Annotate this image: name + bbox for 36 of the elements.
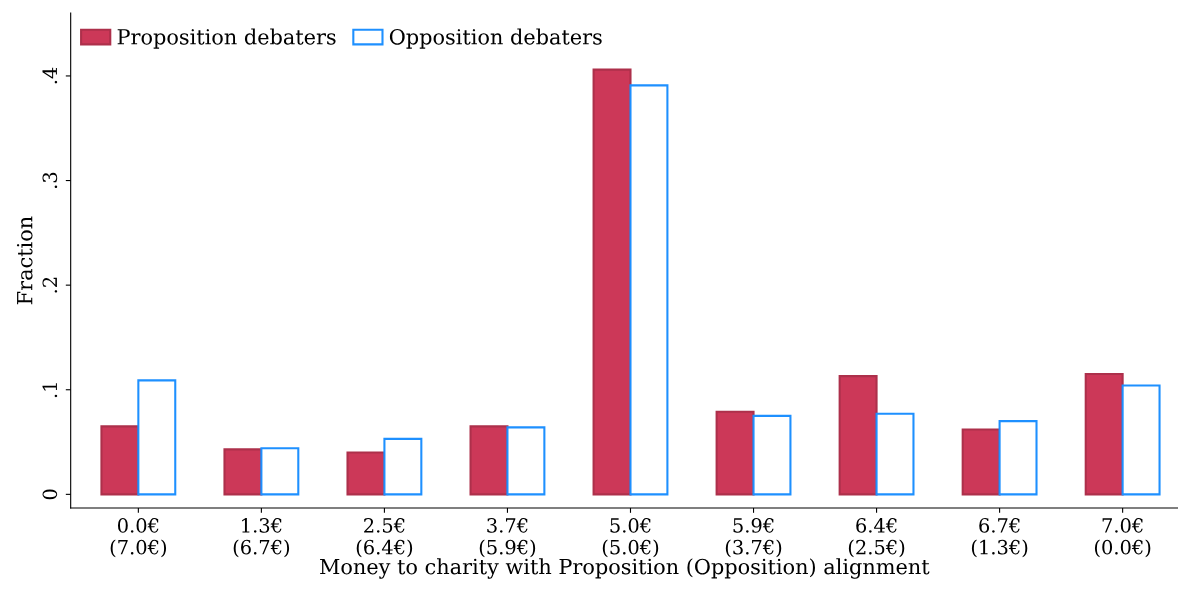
legend-label: Opposition debaters [389,28,602,49]
bar [752,414,792,496]
x-tick-label: 6.7€ (1.3€) [971,518,1028,558]
bar [998,420,1038,496]
bar [137,379,177,496]
bar [838,375,878,496]
bar [469,425,509,496]
bar [223,448,263,496]
x-tick-label: 1.3€ (6.7€) [233,518,290,558]
bar [875,412,915,496]
bar [260,447,300,496]
x-tick-label: 0.0€ (7.0€) [110,518,167,558]
y-tick-label: .4 [42,67,58,84]
bar [961,428,1001,496]
x-tick-label: 5.0€ (5.0€) [602,518,659,558]
y-tick-label: 0 [42,489,58,500]
x-tick-label: 7.0€ (0.0€) [1094,518,1151,558]
y-axis-title: Fraction [16,216,33,305]
x-tick-label: 5.9€ (3.7€) [725,518,782,558]
x-tick-label: 6.4€ (2.5€) [848,518,905,558]
y-tick-label: .2 [42,277,58,293]
bar [383,437,423,496]
x-tick-label: 2.5€ (6.4€) [356,518,413,558]
legend-label: Proposition debaters [117,28,336,49]
x-axis-title: Money to charity with Proposition (Opposition) alignment [320,558,930,579]
bar [592,68,632,496]
bar [100,425,140,496]
x-tick-label: 3.7€ (5.9€) [479,518,536,558]
bar [1121,384,1161,496]
bar [1084,373,1124,496]
bar [715,410,755,496]
bar [506,426,546,496]
bar [629,84,669,496]
y-tick-label: .1 [42,383,58,398]
y-tick-label: .3 [42,172,58,188]
bar [346,451,386,496]
